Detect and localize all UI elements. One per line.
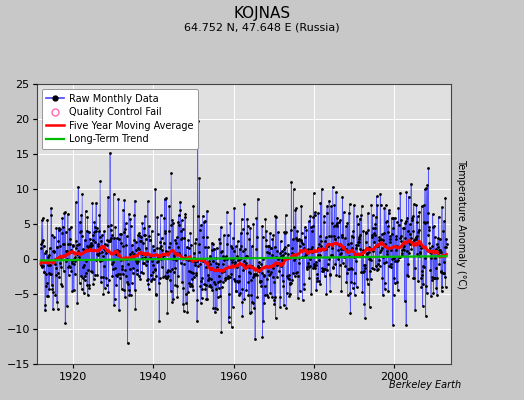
Text: Berkeley Earth: Berkeley Earth xyxy=(389,380,461,390)
Text: KOJNAS: KOJNAS xyxy=(233,6,291,21)
Text: 64.752 N, 47.648 E (Russia): 64.752 N, 47.648 E (Russia) xyxy=(184,22,340,32)
Y-axis label: Temperature Anomaly (°C): Temperature Anomaly (°C) xyxy=(456,159,466,289)
Legend: Raw Monthly Data, Quality Control Fail, Five Year Moving Average, Long-Term Tren: Raw Monthly Data, Quality Control Fail, … xyxy=(41,89,198,149)
